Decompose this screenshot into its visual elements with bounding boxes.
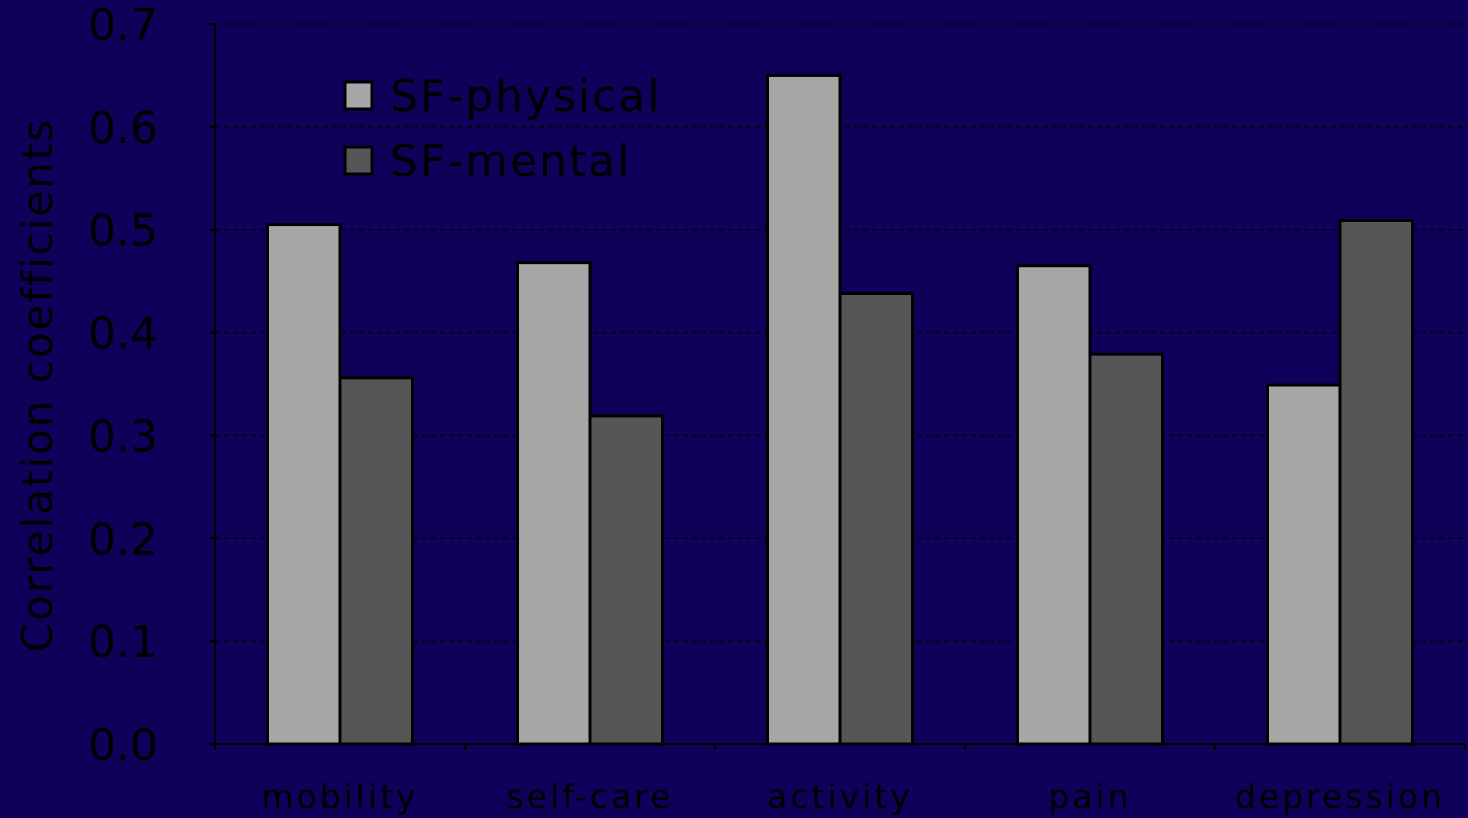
x-category-labels: mobility self-care activity pain depression <box>261 777 1445 816</box>
x-category-label: mobility <box>261 777 418 816</box>
legend: SF-physical SF-mental <box>343 71 662 187</box>
bar <box>1338 218 1414 746</box>
bar <box>1266 383 1342 746</box>
x-category-label: pain <box>1048 777 1131 816</box>
y-tick-labels: 0.0 0.1 0.2 0.3 0.4 0.5 0.6 0.7 <box>88 0 158 771</box>
bar <box>1088 352 1164 746</box>
y-tick-label: 0.4 <box>88 309 158 360</box>
y-tick-label: 0.2 <box>88 514 158 565</box>
legend-label: SF-mental <box>390 136 631 187</box>
y-tick-label: 0.6 <box>88 103 158 154</box>
x-category-label: depression <box>1235 777 1445 816</box>
legend-label: SF-physical <box>390 71 662 122</box>
y-tick-label: 0.0 <box>88 720 158 771</box>
bars <box>266 73 1414 746</box>
bar <box>266 223 342 746</box>
y-tick-label: 0.5 <box>88 206 158 257</box>
bar <box>1016 264 1092 746</box>
x-category-label: self-care <box>507 777 674 816</box>
legend-swatch <box>343 80 374 111</box>
y-tick-label: 0.3 <box>88 411 158 462</box>
bar <box>338 376 414 746</box>
x-category-label: activity <box>767 777 913 816</box>
y-tick-label: 0.1 <box>88 617 158 668</box>
bar <box>588 414 664 746</box>
legend-swatch <box>343 145 374 176</box>
y-tick-label: 0.7 <box>88 0 158 51</box>
bar <box>766 73 842 746</box>
bar <box>516 261 592 746</box>
y-axis-title: Correlation coefficients <box>13 118 62 652</box>
bar <box>838 291 914 746</box>
axes <box>209 23 1466 750</box>
